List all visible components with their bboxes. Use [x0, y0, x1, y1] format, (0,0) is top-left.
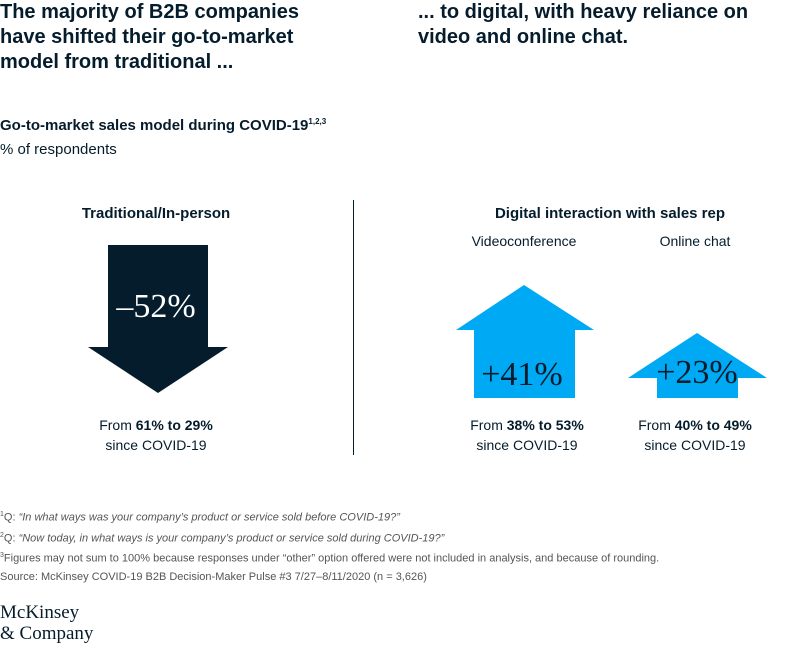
- logo-line: McKinsey: [0, 602, 80, 623]
- change-value: +41%: [481, 356, 563, 393]
- footnote: 3Figures may not sum to 100% because res…: [0, 547, 659, 568]
- headline-left: The majority of B2B companies have shift…: [0, 1, 299, 73]
- footnote-prefix: Q:: [3, 532, 19, 545]
- down-arrow: [88, 245, 228, 393]
- caption-range: 40% to 49%: [674, 417, 752, 433]
- caption-suffix: since COVID-19: [644, 437, 746, 453]
- source: Source: McKinsey COVID-19 B2B Decision-M…: [0, 570, 427, 583]
- change-value: –52%: [116, 288, 196, 325]
- unit: % of respondents: [0, 141, 117, 158]
- up-arrow: [628, 333, 767, 398]
- logo-line: & Company: [0, 623, 94, 644]
- caption-prefix: From: [638, 417, 675, 433]
- change-value: +23%: [656, 354, 738, 391]
- footnote-number: 3: [0, 552, 4, 560]
- subtitle-notes: 1,2,3: [308, 117, 327, 126]
- caption-suffix: since COVID-19: [476, 437, 578, 453]
- caption-suffix: since COVID-19: [105, 437, 207, 453]
- caption-prefix: From: [470, 417, 507, 433]
- panel-title: Traditional/In-person: [81, 205, 231, 222]
- logo: McKinsey & Company: [0, 602, 93, 644]
- footnote-prefix: Q:: [3, 511, 19, 524]
- headline-right: ... to digital, with heavy reliance on v…: [418, 1, 749, 48]
- footnote-text: “In what ways was your company’s product…: [18, 511, 400, 524]
- footnotes: 1Q: “In what ways was your company’s pro…: [0, 506, 659, 586]
- caption: From 61% to 29% since COVID-19: [99, 415, 213, 455]
- footnote-text: Figures may not sum to 100% because resp…: [3, 552, 660, 565]
- up-arrow: [456, 285, 594, 398]
- caption: From 40% to 49% since COVID-19: [638, 415, 752, 455]
- footnote-text: “Now today, in what ways is your company…: [18, 532, 445, 545]
- panel-title: Digital interaction with sales rep: [494, 205, 726, 222]
- subtitle: Go-to-market sales model during COVID-19…: [0, 117, 326, 134]
- footnote: 2Q: “Now today, in what ways is your com…: [0, 527, 659, 548]
- footnote-number: 2: [0, 531, 4, 539]
- caption-range: 61% to 29%: [135, 417, 213, 433]
- caption-prefix: From: [99, 417, 136, 433]
- caption: From 38% to 53% since COVID-19: [470, 415, 584, 455]
- item-label: Online chat: [659, 233, 731, 249]
- caption-range: 38% to 53%: [506, 417, 584, 433]
- item-label: Videoconference: [471, 233, 577, 249]
- subtitle-text: Go-to-market sales model during COVID-19: [0, 117, 309, 134]
- footnote: 1Q: “In what ways was your company’s pro…: [0, 506, 659, 527]
- footnote-number: 1: [0, 511, 4, 518]
